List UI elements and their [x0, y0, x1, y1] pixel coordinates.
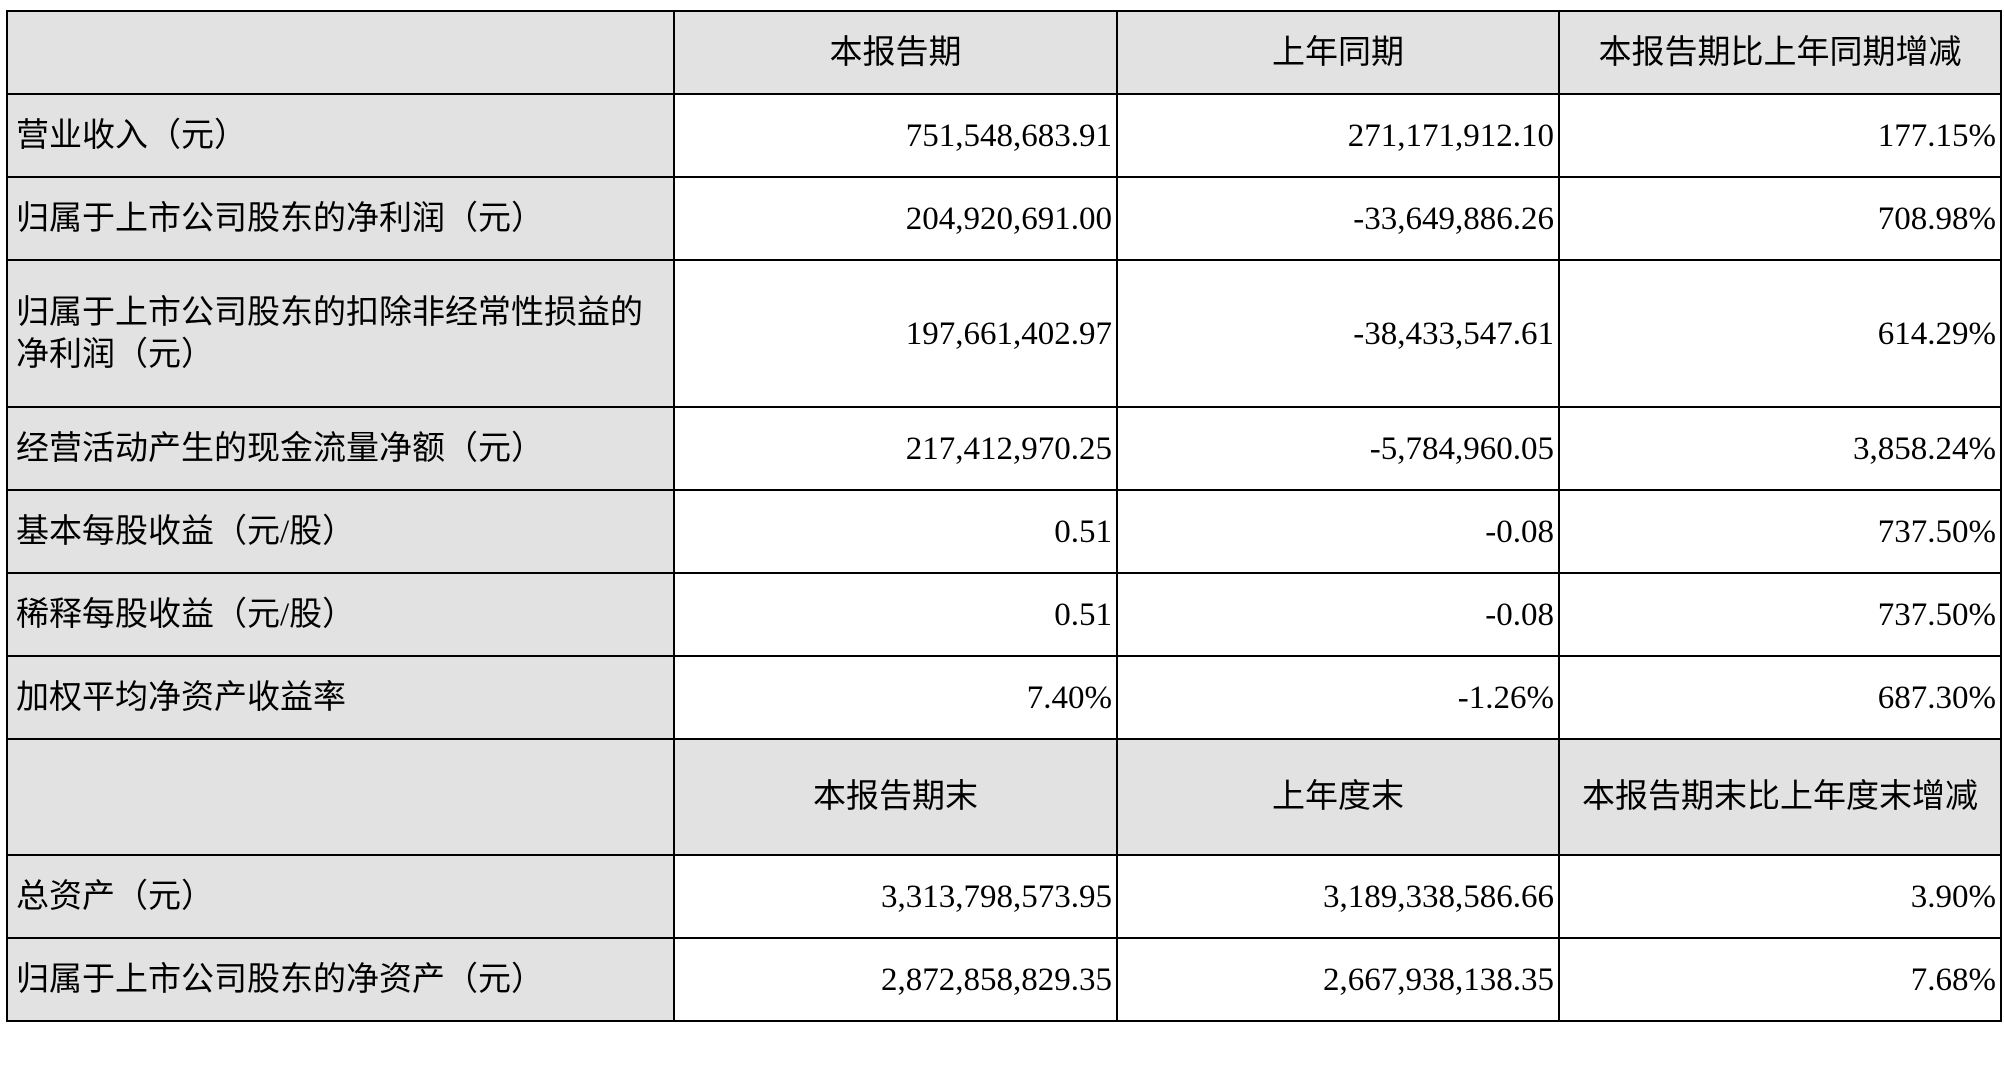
- row-label: 总资产（元）: [6, 854, 675, 939]
- row-label: 稀释每股收益（元/股）: [6, 572, 675, 657]
- table-row: 经营活动产生的现金流量净额（元） 217,412,970.25 -5,784,960…: [6, 406, 2002, 491]
- header-row: 本报告期末 上年度末 本报告期末比上年度末增减: [6, 738, 2002, 856]
- table-row: 归属于上市公司股东的净利润（元） 204,920,691.00 -33,649,88…: [6, 176, 2002, 261]
- table-row: 总资产（元） 3,313,798,573.95 3,189,338,586.66 3.…: [6, 854, 2002, 939]
- cell-value: -38,433,547.61: [1116, 259, 1560, 408]
- table-row: 基本每股收益（元/股） 0.51 -0.08 737.50%: [6, 489, 2002, 574]
- cell-value: 217,412,970.25: [673, 406, 1118, 491]
- column-header: 本报告期: [673, 10, 1118, 95]
- cell-value: 197,661,402.97: [673, 259, 1118, 408]
- table-row: 归属于上市公司股东的净资产（元） 2,872,858,829.35 2,667,93…: [6, 937, 2002, 1022]
- cell-value: 737.50%: [1558, 572, 2002, 657]
- row-label: 归属于上市公司股东的扣除非经常性损益的净利润（元）: [6, 259, 675, 408]
- column-header: 本报告期比上年同期增减: [1558, 10, 2002, 95]
- row-label: 营业收入（元）: [6, 93, 675, 178]
- column-header: 本报告期末比上年度末增减: [1558, 738, 2002, 856]
- cell-value: 3,313,798,573.95: [673, 854, 1118, 939]
- cell-value: 7.40%: [673, 655, 1118, 740]
- table-row: 加权平均净资产收益率 7.40% -1.26% 687.30%: [6, 655, 2002, 740]
- table-row: 营业收入（元） 751,548,683.91 271,171,912.10 177.1…: [6, 93, 2002, 178]
- cell-value: -0.08: [1116, 489, 1560, 574]
- cell-value: 2,667,938,138.35: [1116, 937, 1560, 1022]
- cell-value: 177.15%: [1558, 93, 2002, 178]
- header-row: 本报告期 上年同期 本报告期比上年同期增减: [6, 10, 2002, 95]
- cell-value: -1.26%: [1116, 655, 1560, 740]
- column-header: 上年同期: [1116, 10, 1560, 95]
- cell-value: 737.50%: [1558, 489, 2002, 574]
- cell-value: 3,189,338,586.66: [1116, 854, 1560, 939]
- cell-value: 0.51: [673, 572, 1118, 657]
- cell-value: -33,649,886.26: [1116, 176, 1560, 261]
- cell-value: 204,920,691.00: [673, 176, 1118, 261]
- table-row: 稀释每股收益（元/股） 0.51 -0.08 737.50%: [6, 572, 2002, 657]
- row-label: 加权平均净资产收益率: [6, 655, 675, 740]
- row-label: 基本每股收益（元/股）: [6, 489, 675, 574]
- cell-value: 614.29%: [1558, 259, 2002, 408]
- cell-value: 271,171,912.10: [1116, 93, 1560, 178]
- cell-value: 751,548,683.91: [673, 93, 1118, 178]
- table-row: 归属于上市公司股东的扣除非经常性损益的净利润（元） 197,661,402.97-…: [6, 259, 2002, 408]
- cell-value: -5,784,960.05: [1116, 406, 1560, 491]
- cell-value: 3.90%: [1558, 854, 2002, 939]
- cell-value: 708.98%: [1558, 176, 2002, 261]
- cell-value: 0.51: [673, 489, 1118, 574]
- column-header: [6, 10, 675, 95]
- financial-summary-table: 本报告期 上年同期 本报告期比上年同期增减 营业收入（元） 751,548,683.91…: [6, 10, 2002, 1022]
- cell-value: 687.30%: [1558, 655, 2002, 740]
- cell-value: 3,858.24%: [1558, 406, 2002, 491]
- cell-value: 7.68%: [1558, 937, 2002, 1022]
- column-header: 上年度末: [1116, 738, 1560, 856]
- cell-value: -0.08: [1116, 572, 1560, 657]
- row-label: 归属于上市公司股东的净利润（元）: [6, 176, 675, 261]
- row-label: 归属于上市公司股东的净资产（元）: [6, 937, 675, 1022]
- row-label: 经营活动产生的现金流量净额（元）: [6, 406, 675, 491]
- cell-value: 2,872,858,829.35: [673, 937, 1118, 1022]
- column-header: [6, 738, 675, 856]
- column-header: 本报告期末: [673, 738, 1118, 856]
